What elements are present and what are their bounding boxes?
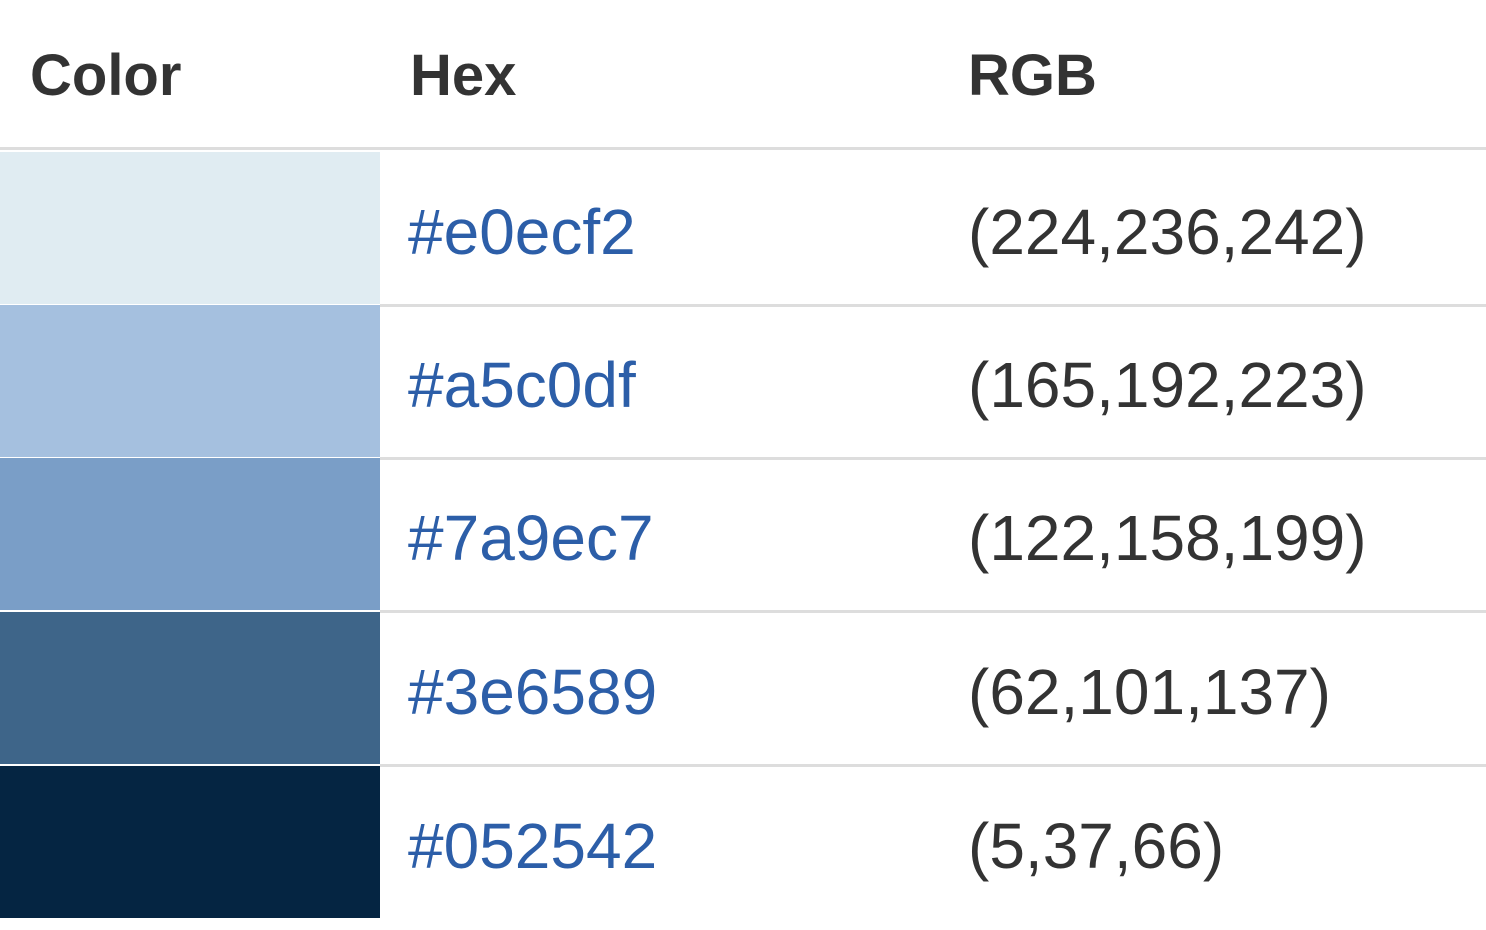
row-divider — [380, 457, 1486, 460]
rgb-value: (5,37,66) — [968, 810, 1225, 882]
color-swatch — [0, 152, 380, 304]
rgb-value: (165,192,223) — [968, 349, 1367, 421]
hex-link[interactable]: #e0ecf2 — [408, 196, 636, 268]
color-swatch — [0, 458, 380, 610]
row-divider — [380, 764, 1486, 767]
column-header-color: Color — [30, 43, 182, 108]
hex-link[interactable]: #a5c0df — [408, 349, 636, 421]
color-swatch — [0, 612, 380, 764]
table-row: #e0ecf2 (224,236,242) — [0, 152, 1486, 307]
hex-link[interactable]: #3e6589 — [408, 656, 658, 728]
hex-link[interactable]: #052542 — [408, 810, 658, 882]
column-header-hex: Hex — [410, 43, 517, 108]
table-row: #052542 (5,37,66) — [0, 766, 1486, 920]
rgb-value: (224,236,242) — [968, 196, 1367, 268]
table-row: #7a9ec7 (122,158,199) — [0, 458, 1486, 613]
table-row: #3e6589 (62,101,137) — [0, 612, 1486, 767]
table-header-row: Color Hex RGB — [0, 0, 1486, 150]
table-row: #a5c0df (165,192,223) — [0, 305, 1486, 460]
row-divider — [380, 610, 1486, 613]
rgb-value: (62,101,137) — [968, 656, 1331, 728]
column-header-rgb: RGB — [968, 43, 1097, 108]
color-swatch — [0, 766, 380, 918]
row-divider — [380, 304, 1486, 307]
hex-link[interactable]: #7a9ec7 — [408, 502, 654, 574]
color-swatch — [0, 305, 380, 457]
rgb-value: (122,158,199) — [968, 502, 1367, 574]
